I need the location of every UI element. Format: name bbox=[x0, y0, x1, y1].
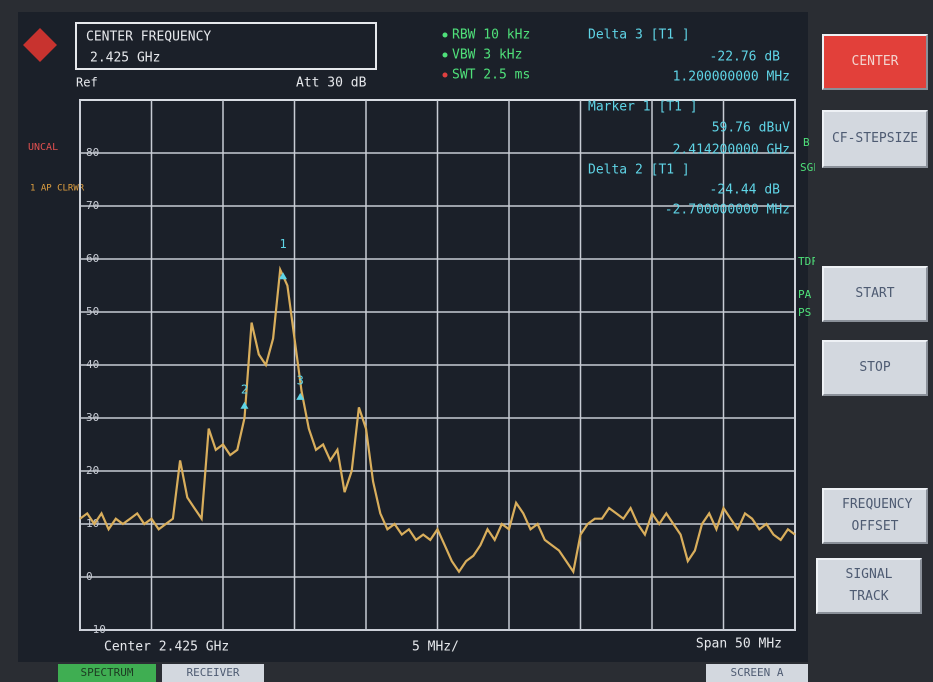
y-tick-label: 40 bbox=[86, 358, 99, 371]
delta3-level: -22.76 dB bbox=[710, 50, 781, 65]
side-ps: PS bbox=[798, 306, 811, 319]
y-tick-label: 60 bbox=[86, 252, 99, 265]
side-b: B bbox=[803, 136, 810, 149]
footer-center: Center 2.425 GHz bbox=[104, 640, 229, 655]
ref-level: Ref bbox=[76, 76, 98, 90]
marker1-level: 59.76 dBuV bbox=[712, 121, 790, 136]
freq-title: CENTER FREQUENCY bbox=[86, 30, 211, 45]
tab[interactable]: SCREEN A bbox=[706, 664, 808, 682]
tab[interactable]: SPECTRUM bbox=[58, 664, 156, 682]
footer-div: 5 MHz/ bbox=[412, 640, 459, 655]
trace-mode: 1 AP CLRWR bbox=[30, 184, 85, 194]
softkey[interactable]: CF-STEPSIZE bbox=[822, 110, 928, 168]
side-tdf: TDF bbox=[798, 255, 815, 268]
y-tick-label: -10 bbox=[86, 623, 106, 636]
marker bbox=[240, 401, 249, 409]
delta2-label: Delta 2 [T1 ] bbox=[588, 163, 690, 178]
delta3-label: Delta 3 [T1 ] bbox=[588, 28, 690, 43]
y-tick-label: 20 bbox=[86, 464, 99, 477]
marker1-freq: 2.414200000 GHz bbox=[673, 143, 790, 158]
marker-label: 1 bbox=[279, 237, 286, 251]
marker-label: 3 bbox=[297, 373, 304, 387]
trace bbox=[79, 265, 796, 575]
softkey[interactable]: CENTER bbox=[822, 34, 928, 90]
side-sgl: SGL bbox=[800, 161, 815, 174]
softkey[interactable]: FREQUENCY OFFSET bbox=[822, 488, 928, 544]
vbw: VBW 3 kHz bbox=[452, 48, 522, 63]
swt: SWT 2.5 ms bbox=[452, 68, 530, 83]
screen-bg bbox=[18, 12, 808, 662]
uncal: UNCAL bbox=[28, 142, 58, 153]
tab[interactable]: RECEIVER bbox=[162, 664, 264, 682]
softkey[interactable]: START bbox=[822, 266, 928, 322]
dot bbox=[442, 32, 448, 38]
attenuation: Att 30 dB bbox=[296, 76, 367, 91]
delta2-level: -24.44 dB bbox=[710, 183, 781, 198]
softkey[interactable]: STOP bbox=[822, 340, 928, 396]
softkey[interactable]: SIGNAL TRACK bbox=[816, 558, 922, 614]
freq-box bbox=[75, 22, 377, 70]
marker1-label: Marker 1 [T1 ] bbox=[588, 100, 698, 115]
marker bbox=[296, 392, 305, 400]
footer-span: Span 50 MHz bbox=[696, 637, 782, 652]
screen: CENTER FREQUENCY 2.425 GHz Ref Att 30 dB… bbox=[18, 12, 815, 662]
y-tick-label: 30 bbox=[86, 411, 99, 424]
y-tick-label: 70 bbox=[86, 199, 99, 212]
delta2-freq: -2.700000000 MHz bbox=[665, 203, 790, 218]
y-tick-label: 0 bbox=[86, 570, 93, 583]
y-tick-label: 80 bbox=[86, 146, 99, 159]
freq-value: 2.425 GHz bbox=[90, 51, 160, 66]
delta3-freq: 1.200000000 MHz bbox=[673, 70, 790, 85]
y-tick-label: 50 bbox=[86, 305, 99, 318]
dot bbox=[442, 72, 448, 78]
dot bbox=[442, 52, 448, 58]
rbw: RBW 10 kHz bbox=[452, 28, 530, 43]
marker-label: 2 bbox=[241, 382, 248, 396]
marker bbox=[279, 272, 288, 280]
side-pa: PA bbox=[798, 288, 812, 301]
